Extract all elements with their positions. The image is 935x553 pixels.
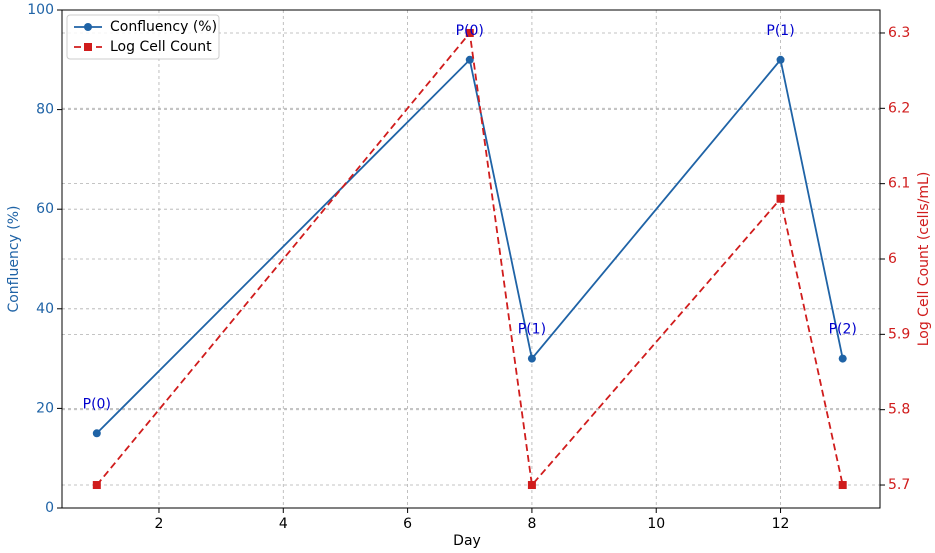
legend-label: Log Cell Count bbox=[110, 39, 212, 55]
y-tick-label: 40 bbox=[36, 301, 54, 317]
marker bbox=[776, 194, 785, 203]
series-line bbox=[96, 30, 844, 488]
y2-tick-label: 5.7 bbox=[888, 477, 910, 493]
x-tick-label: 4 bbox=[279, 516, 288, 532]
point-label: P(1) bbox=[766, 23, 794, 39]
point-label: P(0) bbox=[83, 396, 111, 412]
x-tick-label: 8 bbox=[527, 516, 536, 532]
marker bbox=[838, 354, 847, 363]
x-tick-label: 10 bbox=[647, 516, 665, 532]
grid bbox=[62, 9, 880, 509]
x-axis-label: Day bbox=[453, 533, 481, 549]
y2-tick-label: 6.2 bbox=[888, 100, 910, 116]
y2-axis-label: Log Cell Count (cells/mL) bbox=[916, 172, 932, 347]
marker bbox=[465, 55, 474, 64]
legend-label: Confluency (%) bbox=[110, 19, 217, 35]
y-tick-label: 80 bbox=[36, 102, 54, 118]
y2-tick-label: 5.8 bbox=[888, 402, 910, 418]
marker bbox=[92, 429, 101, 438]
marker bbox=[527, 481, 536, 490]
legend-marker bbox=[84, 43, 92, 51]
x-tick-label: 12 bbox=[772, 516, 790, 532]
series-line bbox=[96, 57, 844, 434]
x-tick-label: 2 bbox=[155, 516, 164, 532]
point-label: P(0) bbox=[456, 23, 484, 39]
y2-tick-label: 6.3 bbox=[888, 25, 910, 41]
marker bbox=[465, 28, 474, 37]
point-label: P(2) bbox=[829, 322, 857, 338]
legend-marker bbox=[84, 23, 92, 31]
point-label: P(1) bbox=[518, 322, 546, 338]
marker bbox=[838, 481, 847, 490]
y-tick-label: 60 bbox=[36, 201, 54, 217]
y2-tick-label: 5.9 bbox=[888, 326, 910, 342]
y-axis-label: Confluency (%) bbox=[6, 205, 22, 312]
y-tick-label: 100 bbox=[27, 2, 54, 18]
y-tick-label: 20 bbox=[36, 400, 54, 416]
y2-tick-label: 6 bbox=[888, 251, 897, 267]
marker bbox=[776, 55, 785, 64]
x-tick-label: 6 bbox=[403, 516, 412, 532]
marker bbox=[92, 481, 101, 490]
y-tick-label: 0 bbox=[45, 500, 54, 516]
y2-tick-label: 6.1 bbox=[888, 176, 910, 192]
marker bbox=[527, 354, 536, 363]
legend-box bbox=[66, 14, 220, 60]
legend: Confluency (%) Log Cell Count bbox=[66, 14, 220, 60]
